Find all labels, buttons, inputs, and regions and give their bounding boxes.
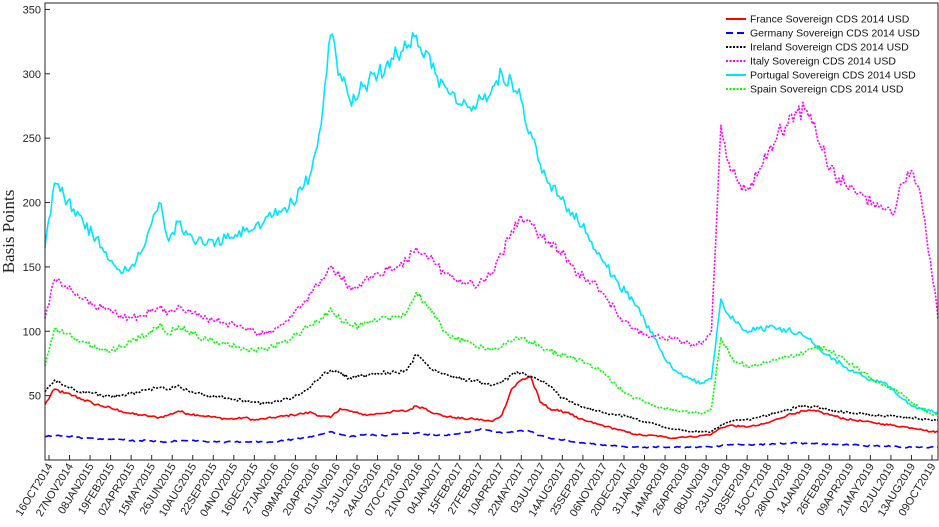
y-axis: 50 100 150 200 250 300 350 [23,4,50,403]
legend: France Sovereign CDS 2014 USD Germany Sov… [721,8,935,102]
y-tick-label: 250 [23,133,41,145]
y-tick-label: 350 [23,4,41,16]
legend-label: Spain Sovereign CDS 2014 USD [750,84,904,96]
series-line-germany [44,428,939,449]
y-tick-label: 200 [23,198,41,210]
y-tick-label: 300 [23,69,41,81]
legend-label: Portugal Sovereign CDS 2014 USD [750,70,916,82]
series-line-portugal [44,32,938,414]
plot-area-frame [44,2,939,461]
legend-label: Ireland Sovereign CDS 2014 USD [750,42,909,54]
series-layer [44,32,939,449]
series-line-france [44,375,939,440]
legend-label: France Sovereign CDS 2014 USD [750,14,910,26]
series-line-italy [44,101,939,347]
series-line-spain [44,291,939,416]
y-tick-label: 100 [23,326,41,338]
legend-label: Germany Sovereign CDS 2014 USD [750,28,920,40]
y-tick-label: 50 [29,391,41,403]
legend-label: Italy Sovereign CDS 2014 USD [750,56,896,68]
series-line-ireland [44,353,939,434]
y-axis-label: Basis Points [0,190,18,274]
legend-box [721,8,935,102]
y-tick-label: 150 [23,262,41,274]
